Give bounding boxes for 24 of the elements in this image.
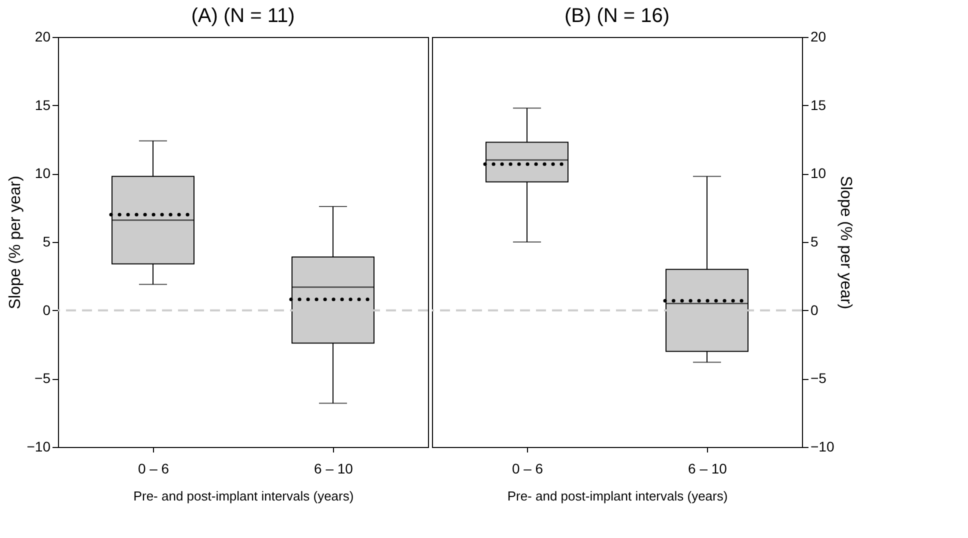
y-tick-label: 15 [34,96,51,113]
x-axis-title: Pre- and post-implant intervals (years) [507,488,728,504]
x-tick-label: 6 – 10 [314,460,354,476]
y-tick-label: −5 [34,370,51,386]
y2-tick-label: 20 [810,28,826,44]
x-axis-title: Pre- and post-implant intervals (years) [133,488,354,504]
x-tick-label: 0 – 6 [512,460,544,476]
y2-tick-label: −10 [810,438,834,454]
x-tick-label: 0 – 6 [138,460,170,476]
y-axis-title: Slope (% per year) [6,176,24,310]
x-tick-label: 6 – 10 [688,460,728,476]
y-tick-label: 20 [34,28,51,44]
chart-title: (A) (N = 11) [191,5,295,27]
y-tick-label: 5 [42,234,51,250]
y2-tick-label: 15 [810,96,826,113]
y2-tick-label: 5 [810,234,818,250]
chart-title: (B) (N = 16) [564,5,670,27]
y2-tick-label: −5 [810,370,827,386]
y-tick-label: −10 [26,438,51,454]
y2-tick-label: 0 [810,302,818,318]
y2-tick-label: 10 [810,165,826,182]
y2-axis-title: Slope (% per year) [837,176,854,310]
y-tick-label: 0 [42,302,51,318]
y-tick-label: 10 [34,165,51,182]
